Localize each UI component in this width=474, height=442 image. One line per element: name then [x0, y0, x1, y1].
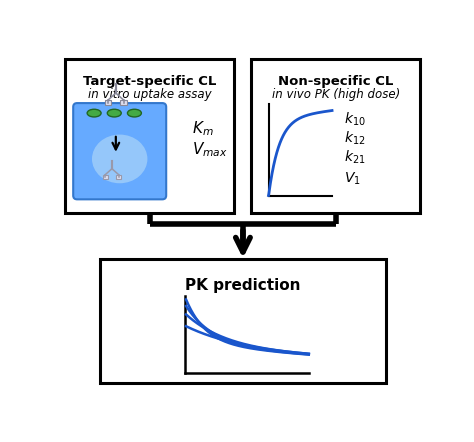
Text: $K_m$: $K_m$: [192, 119, 213, 138]
Text: $k_{21}$: $k_{21}$: [345, 149, 366, 167]
Text: $V_1$: $V_1$: [345, 170, 361, 187]
FancyBboxPatch shape: [73, 103, 166, 199]
Ellipse shape: [107, 109, 121, 117]
Text: $k_{12}$: $k_{12}$: [345, 130, 366, 147]
Bar: [65, 59, 235, 213]
Text: PK prediction: PK prediction: [185, 278, 301, 293]
Ellipse shape: [87, 109, 101, 117]
Text: $V_{max}$: $V_{max}$: [192, 141, 228, 160]
Bar: [100, 259, 386, 383]
Text: Target-specific CL: Target-specific CL: [83, 75, 217, 88]
Bar: [116, 175, 121, 179]
Bar: [251, 59, 420, 213]
Text: in vivo PK (high dose): in vivo PK (high dose): [272, 88, 400, 102]
Ellipse shape: [128, 109, 141, 117]
Bar: [105, 100, 111, 105]
Text: in vitro uptake assay: in vitro uptake assay: [88, 88, 212, 102]
Text: Non-specific CL: Non-specific CL: [278, 75, 393, 88]
Bar: [103, 175, 108, 179]
Bar: [120, 100, 127, 105]
Ellipse shape: [92, 134, 147, 183]
Text: $k_{10}$: $k_{10}$: [345, 110, 366, 128]
